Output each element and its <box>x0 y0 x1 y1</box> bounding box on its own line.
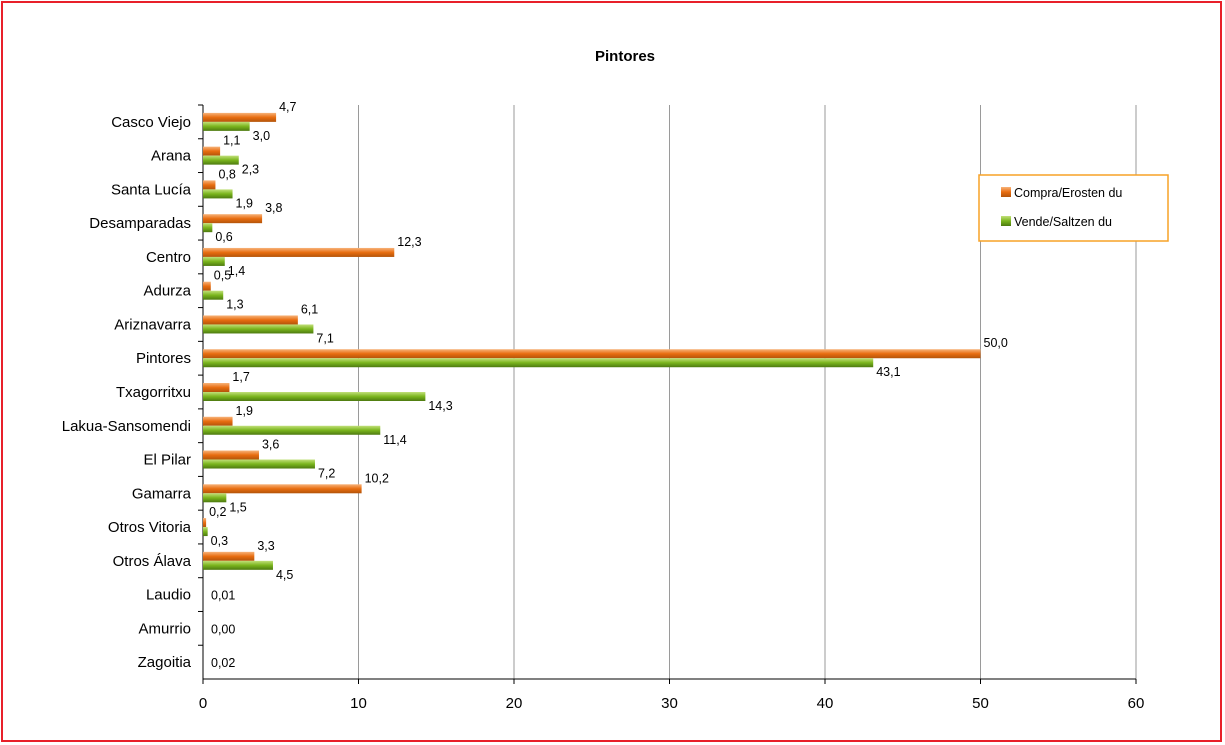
bar-txagorritxu-vende <box>203 392 426 401</box>
bar-el-pilar-vende <box>203 459 315 469</box>
bar-casco-viejo-compra <box>203 112 277 122</box>
data-label-adurza-compra: 0,5 <box>214 269 231 283</box>
bar-otros-vitoria-compra <box>203 518 207 528</box>
x-tick-label-10: 10 <box>350 695 367 712</box>
category-label-ariznavarra: Ariznavarra <box>114 316 191 333</box>
data-label-laudio: 0,01 <box>211 589 235 603</box>
bar-ariznavarra-compra <box>203 315 298 325</box>
bar-chart: Pintores 0 10 20 30 40 50 60 Casco Viejo Arana Sa… <box>62 48 1169 712</box>
category-label-el-pilar: El Pilar <box>143 452 191 469</box>
data-label-centro-vende: 1,4 <box>228 264 245 278</box>
data-label-zagoitia: 0,02 <box>211 656 235 670</box>
data-label-desamparadas-compra: 3,8 <box>265 201 282 215</box>
bar-santa-lucia-compra <box>203 180 216 190</box>
axes: 0 10 20 30 40 50 60 Casco Viejo Arana Santa Lucía… <box>62 104 1145 712</box>
bars <box>203 112 981 570</box>
data-label-otros-vitoria-compra: 0,2 <box>209 505 226 519</box>
data-label-lakua-sansomendi-compra: 1,9 <box>236 404 253 418</box>
x-tick-label-40: 40 <box>817 695 834 712</box>
category-label-txagorritxu: Txagorritxu <box>116 384 191 401</box>
bar-adurza-compra <box>203 281 211 291</box>
legend-swatch-compra <box>1001 187 1011 197</box>
data-label-arana-compra: 1,1 <box>223 134 240 148</box>
data-label-pintores-compra: 50,0 <box>984 336 1008 350</box>
bar-otros-alava-vende <box>203 560 273 570</box>
bar-pintores-vende <box>203 358 874 368</box>
bar-lakua-sansomendi-vende <box>203 425 381 435</box>
category-label-santa-lucia: Santa Lucía <box>111 181 192 198</box>
bar-otros-vitoria-vende <box>203 527 208 537</box>
data-label-txagorritxu-vende: 14,3 <box>428 399 452 413</box>
category-label-amurrio: Amurrio <box>138 620 191 637</box>
category-label-casco-viejo: Casco Viejo <box>111 114 191 131</box>
category-label-zagoitia: Zagoitia <box>138 654 192 671</box>
data-label-casco-viejo-compra: 4,7 <box>279 100 296 114</box>
bar-centro-compra <box>203 247 395 257</box>
category-label-lakua-sansomendi: Lakua-Sansomendi <box>62 418 191 435</box>
data-label-el-pilar-vende: 7,2 <box>318 467 335 481</box>
category-label-otros-alava: Otros Álava <box>113 553 192 570</box>
data-label-gamarra-compra: 10,2 <box>365 471 389 485</box>
data-label-amurrio: 0,00 <box>211 622 235 636</box>
category-label-centro: Centro <box>146 249 191 266</box>
x-tick-label-0: 0 <box>199 695 207 712</box>
bar-centro-vende <box>203 256 225 266</box>
data-label-otros-alava-compra: 3,3 <box>257 539 274 553</box>
data-label-desamparadas-vende: 0,6 <box>215 230 232 244</box>
x-tick-label-30: 30 <box>661 695 678 712</box>
legend-label-compra: Compra/Erosten du <box>1014 186 1122 200</box>
bar-santa-lucia-vende <box>203 189 233 199</box>
data-label-gamarra-vende: 1,5 <box>229 500 246 514</box>
legend-swatch-vende <box>1001 216 1011 226</box>
category-label-arana: Arana <box>151 148 192 165</box>
labels: 4,7 3,0 1,1 2,3 0,8 1,9 3,8 0,6 12,3 1,40,5 1,3 6,1… <box>209 100 1008 670</box>
data-label-txagorritxu-compra: 1,7 <box>232 370 249 384</box>
data-label-otros-alava-vende: 4,5 <box>276 568 293 582</box>
data-label-centro-compra: 12,3 <box>397 235 421 249</box>
category-label-adurza: Adurza <box>143 283 191 300</box>
category-label-gamarra: Gamarra <box>132 485 192 502</box>
bar-lakua-sansomendi-compra <box>203 416 233 426</box>
x-tick-label-60: 60 <box>1128 695 1145 712</box>
x-tick-label-20: 20 <box>506 695 523 712</box>
bar-arana-compra <box>203 146 221 156</box>
data-label-el-pilar-compra: 3,6 <box>262 438 279 452</box>
bar-casco-viejo-vende <box>203 121 250 131</box>
data-label-arana-vende: 2,3 <box>242 163 259 177</box>
bar-gamarra-vende <box>203 493 227 503</box>
data-label-casco-viejo-vende: 3,0 <box>253 129 270 143</box>
bar-gamarra-compra <box>203 484 362 494</box>
data-label-pintores-vende: 43,1 <box>876 365 900 379</box>
category-label-otros-vitoria: Otros Vitoria <box>108 519 192 536</box>
legend-label-vende: Vende/Saltzen du <box>1014 215 1112 229</box>
data-label-otros-vitoria-vende: 0,3 <box>211 534 228 548</box>
bar-ariznavarra-vende <box>203 324 314 334</box>
category-label-desamparadas: Desamparadas <box>89 215 191 232</box>
bar-desamparadas-vende <box>203 223 213 233</box>
data-label-santa-lucia-compra: 0,8 <box>218 167 235 181</box>
legend-box <box>978 174 1169 242</box>
bar-pintores-compra <box>203 349 981 359</box>
bar-el-pilar-compra <box>203 450 259 460</box>
bar-desamparadas-compra <box>203 214 263 224</box>
bar-adurza-vende <box>203 290 224 300</box>
bar-arana-vende <box>203 155 239 165</box>
data-label-adurza-vende: 1,3 <box>226 298 243 312</box>
data-label-ariznavarra-compra: 6,1 <box>301 302 318 316</box>
bar-txagorritxu-compra <box>203 383 230 392</box>
x-tick-label-50: 50 <box>972 695 989 712</box>
category-label-laudio: Laudio <box>146 587 191 604</box>
data-label-santa-lucia-vende: 1,9 <box>236 196 253 210</box>
data-label-ariznavarra-vende: 7,1 <box>316 331 333 345</box>
bar-otros-alava-compra <box>203 551 255 561</box>
legend: Compra/Erosten du Vende/Saltzen du <box>978 174 1169 242</box>
category-label-pintores: Pintores <box>136 350 191 367</box>
data-label-lakua-sansomendi-vende: 11,4 <box>383 433 406 447</box>
chart-title: Pintores <box>595 48 655 65</box>
